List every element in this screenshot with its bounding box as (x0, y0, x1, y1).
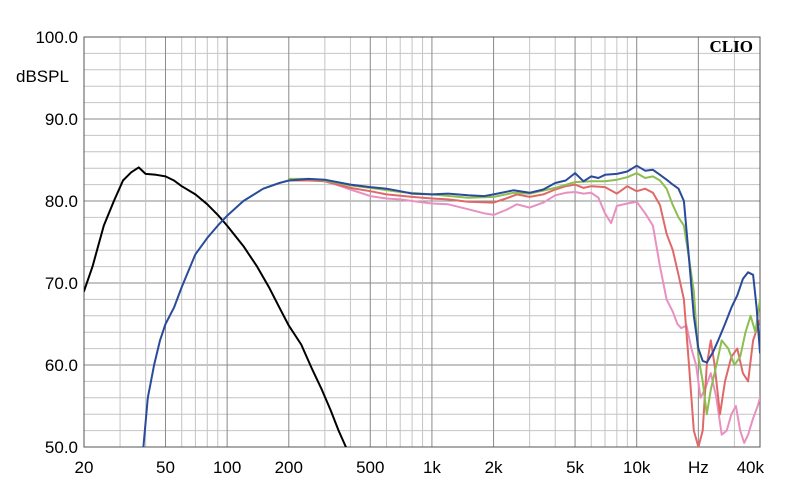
x-tick-label: 1k (423, 458, 441, 477)
y-tick-label: 80.0 (45, 192, 78, 211)
series-lines (84, 164, 760, 447)
x-tick-label: 5k (566, 458, 584, 477)
brand-logo-text: CLIO (710, 37, 753, 56)
plot-area-border (83, 36, 761, 448)
x-tick-label: 500 (356, 458, 384, 477)
x-tick-label: 10k (623, 458, 651, 477)
x-tick-label: 50 (156, 458, 175, 477)
series-line-1 (84, 166, 347, 447)
y-tick-labels: 100.0 90.0 80.0 70.0 60.0 50.0 (35, 28, 78, 457)
y-tick-label: 60.0 (45, 356, 78, 375)
series-line-3 (287, 179, 760, 447)
y-axis-label: dBSPL (16, 67, 69, 86)
x-tick-label: 20 (75, 458, 94, 477)
series-line-4 (287, 172, 760, 416)
y-tick-label: 70.0 (45, 274, 78, 293)
series-line-2 (287, 178, 760, 444)
y-tick-label: 100.0 (35, 28, 78, 47)
x-tick-label: 40k (737, 458, 765, 477)
y-tick-label: 90.0 (45, 110, 78, 129)
x-tick-label: 2k (485, 458, 503, 477)
x-tick-label: 100 (213, 458, 241, 477)
grid-lines (84, 37, 760, 447)
x-tick-label: 200 (275, 458, 303, 477)
y-tick-label: 50.0 (45, 438, 78, 457)
x-tick-label: Hz (688, 458, 709, 477)
x-tick-labels: 20 50 100 200 500 1k 2k 5k 10k Hz 40k (75, 458, 765, 477)
series-line-5 (142, 164, 760, 447)
